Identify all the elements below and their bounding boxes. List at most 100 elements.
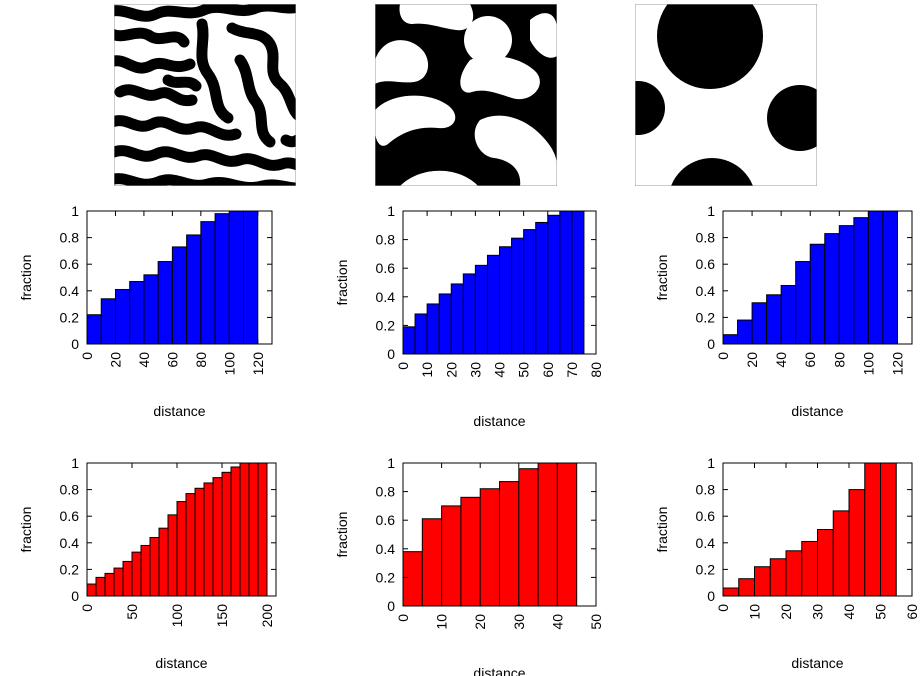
y-tick-label: 0.6 — [376, 512, 396, 528]
x-tick-label: 40 — [549, 614, 565, 630]
bar — [441, 505, 462, 607]
bar — [158, 527, 169, 597]
y-tick-label: 0.4 — [696, 283, 716, 299]
histogram-chart-4: 0 0.2 0.4 0.6 0.8 1 0 50 100 150 200 distance fracti… — [18, 455, 277, 671]
y-tick-label: 0.6 — [376, 260, 396, 276]
x-tick-label: 70 — [564, 362, 580, 378]
bar — [824, 233, 840, 345]
bar — [754, 566, 771, 597]
bar — [479, 488, 501, 607]
bar — [426, 303, 440, 355]
x-tick-label: 50 — [873, 604, 889, 620]
y-tick-label: 1 — [71, 455, 79, 471]
bar — [203, 482, 214, 597]
y-tick-label: 0.8 — [60, 230, 80, 246]
x-tick-label: 0 — [79, 352, 95, 360]
pattern-image-1 — [114, 4, 296, 186]
x-axis-label: distance — [473, 413, 525, 429]
x-tick-label: 10 — [419, 362, 435, 378]
bar — [880, 462, 897, 597]
bar — [832, 510, 850, 597]
bar — [737, 319, 753, 345]
x-tick-label: 20 — [472, 614, 488, 630]
x-tick-label: 60 — [164, 352, 180, 368]
x-axis-label: distance — [153, 403, 205, 419]
pattern-image-2 — [375, 4, 557, 186]
bar — [838, 225, 855, 345]
bar — [243, 210, 259, 345]
y-tick-label: 0.4 — [376, 541, 396, 557]
x-tick-label: 0 — [79, 604, 95, 612]
bar — [212, 477, 223, 597]
bar — [104, 572, 115, 597]
bar — [194, 487, 205, 597]
x-tick-label: 120 — [250, 352, 266, 376]
x-tick-label: 0 — [715, 352, 731, 360]
x-tick-label: 80 — [831, 352, 847, 368]
bar — [785, 550, 803, 597]
y-tick-label: 0.4 — [60, 283, 80, 299]
x-tick-label: 60 — [904, 604, 920, 620]
y-tick-label: 0.8 — [696, 230, 716, 246]
bar — [221, 471, 232, 597]
bar — [769, 558, 787, 597]
bar — [462, 273, 476, 355]
bar — [171, 246, 188, 345]
bar — [511, 237, 525, 355]
bar — [780, 284, 797, 345]
x-tick-label: 20 — [744, 352, 760, 368]
x-tick-label: 50 — [588, 614, 604, 630]
y-tick-label: 0.2 — [60, 309, 80, 325]
bar — [556, 462, 578, 607]
x-tick-label: 20 — [443, 362, 459, 378]
x-tick-label: 30 — [810, 604, 826, 620]
plot-frame — [402, 462, 597, 607]
bar — [257, 462, 268, 597]
bar — [474, 264, 488, 355]
bar — [499, 246, 513, 355]
x-tick-label: 40 — [841, 604, 857, 620]
histogram-chart-3: 0 0.2 0.4 0.6 0.8 1 0 20 40 60 80 100 120 distance fra… — [654, 203, 913, 419]
bar — [414, 313, 428, 355]
y-tick-label: 0.2 — [696, 561, 716, 577]
y-tick-label: 0.6 — [696, 508, 716, 524]
bar — [751, 302, 768, 345]
plot-frame — [722, 210, 913, 345]
bar — [523, 229, 537, 355]
y-tick-label: 0 — [707, 336, 715, 352]
plot-frame — [86, 462, 277, 597]
y-tick-label: 0.6 — [60, 256, 80, 272]
bar — [571, 210, 585, 355]
bar — [157, 261, 173, 345]
bar — [176, 501, 187, 597]
y-tick-label: 1 — [387, 203, 395, 219]
y-axis-label: fraction — [334, 512, 350, 558]
x-tick-label: 200 — [259, 604, 275, 628]
bar — [402, 326, 416, 355]
bar — [131, 551, 142, 597]
bar — [100, 298, 116, 345]
bar — [537, 462, 558, 607]
bar — [738, 578, 755, 597]
y-tick-label: 0.6 — [60, 508, 80, 524]
y-axis-label: fraction — [654, 255, 670, 301]
x-tick-label: 10 — [434, 614, 450, 630]
bar — [817, 529, 834, 597]
bar — [230, 466, 241, 597]
histogram-chart-1: 0 0.2 0.4 0.6 0.8 1 0 20 40 60 80 100 120 distance fra… — [18, 203, 273, 419]
bar — [801, 540, 818, 597]
bar — [86, 314, 102, 345]
x-tick-label: 0 — [715, 604, 731, 612]
y-axis-label: fraction — [334, 260, 350, 306]
x-tick-label: 40 — [136, 352, 152, 368]
y-axis-label: fraction — [654, 507, 670, 553]
bar — [248, 462, 259, 597]
x-axis-label: distance — [155, 655, 207, 671]
bar — [438, 293, 452, 355]
x-tick-label: 50 — [516, 362, 532, 378]
y-tick-label: 0.2 — [376, 317, 396, 333]
bar — [864, 462, 881, 597]
bar — [129, 280, 145, 345]
bar — [559, 210, 573, 355]
bar — [795, 261, 811, 345]
